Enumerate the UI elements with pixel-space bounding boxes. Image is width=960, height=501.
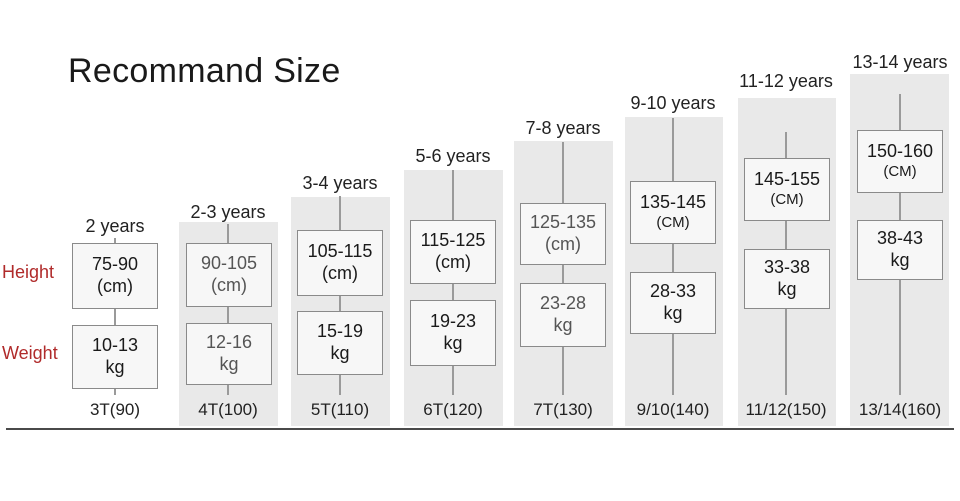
height-box-value: 125-135 <box>529 212 597 233</box>
size-label: 11/12(150) <box>745 400 827 419</box>
height-box-value: 135-145 <box>639 192 707 213</box>
weight-box: 15-19 kg <box>297 311 383 375</box>
age-label: 7-8 years <box>525 118 601 138</box>
column-axis-line <box>114 238 116 395</box>
height-box: 90-105 (cm) <box>186 243 272 307</box>
size-label: 6T(120) <box>423 400 483 419</box>
weight-box-value: 28-33 <box>649 281 697 302</box>
column-axis-line <box>227 224 229 395</box>
weight-box-unit: kg <box>443 333 463 353</box>
age-label: 2-3 years <box>190 202 266 222</box>
height-box: 150-160 (CM) <box>857 130 943 193</box>
weight-row-label: Weight <box>2 343 58 363</box>
age-label: 11-12 years <box>739 71 833 91</box>
size-label: 13/14(160) <box>858 400 942 419</box>
weight-box-value: 19-23 <box>429 311 477 332</box>
weight-box-value: 38-43 <box>876 228 924 249</box>
height-box-unit: (cm) <box>322 263 358 283</box>
height-box-value: 90-105 <box>200 253 258 274</box>
height-box: 75-90 (cm) <box>72 243 158 309</box>
weight-box-unit: kg <box>777 279 797 299</box>
column-axis-line <box>562 142 564 395</box>
height-box-value: 150-160 <box>866 141 934 162</box>
column-axis-line <box>672 118 674 395</box>
age-label: 5-6 years <box>415 146 491 166</box>
page-title: Recommand Size <box>68 52 341 90</box>
height-box-unit: (cm) <box>435 252 471 272</box>
weight-box: 12-16 kg <box>186 323 272 385</box>
size-label: 7T(130) <box>533 400 593 419</box>
weight-box-unit: kg <box>330 343 350 363</box>
height-box-value: 145-155 <box>753 169 821 190</box>
size-label: 4T(100) <box>198 400 258 419</box>
weight-box: 38-43 kg <box>857 220 943 280</box>
weight-box-unit: kg <box>219 354 239 374</box>
height-box: 105-115 (cm) <box>297 230 383 296</box>
weight-box-unit: kg <box>105 357 125 377</box>
age-label: 13-14 years <box>852 52 948 72</box>
height-box-value: 105-115 <box>307 241 373 262</box>
column-background <box>625 117 723 426</box>
height-box-unit: (CM) <box>656 214 690 232</box>
height-box: 135-145 (CM) <box>630 181 716 244</box>
height-box: 115-125 (cm) <box>410 220 496 284</box>
weight-box: 19-23 kg <box>410 300 496 366</box>
weight-box: 33-38 kg <box>744 249 830 309</box>
weight-box-value: 15-19 <box>316 321 364 342</box>
height-box-unit: (CM) <box>883 163 917 181</box>
height-box: 125-135 (cm) <box>520 203 606 265</box>
size-label: 3T(90) <box>89 400 141 419</box>
height-box-value: 75-90 <box>91 254 139 275</box>
size-label: 5T(110) <box>310 400 370 419</box>
weight-box-value: 10-13 <box>91 335 139 356</box>
weight-box-unit: kg <box>553 315 573 335</box>
height-box-unit: (CM) <box>770 191 804 209</box>
weight-box-value: 23-28 <box>539 293 587 314</box>
weight-box-value: 12-16 <box>205 332 253 353</box>
age-label: 2 years <box>85 216 145 236</box>
height-box-value: 115-125 <box>420 230 486 251</box>
height-box: 145-155 (CM) <box>744 158 830 221</box>
age-label: 9-10 years <box>630 93 716 113</box>
height-box-unit: (cm) <box>545 234 581 254</box>
weight-box: 23-28 kg <box>520 283 606 347</box>
size-label: 9/10(140) <box>636 400 710 419</box>
height-box-unit: (cm) <box>97 276 133 296</box>
chart-baseline <box>6 428 954 430</box>
weight-box: 10-13 kg <box>72 325 158 389</box>
weight-box-unit: kg <box>890 250 910 270</box>
height-row-label: Height <box>2 262 55 282</box>
weight-box: 28-33 kg <box>630 272 716 334</box>
weight-box-value: 33-38 <box>763 257 811 278</box>
height-box-unit: (cm) <box>211 275 247 295</box>
age-label: 3-4 years <box>302 173 378 193</box>
weight-box-unit: kg <box>663 303 683 323</box>
